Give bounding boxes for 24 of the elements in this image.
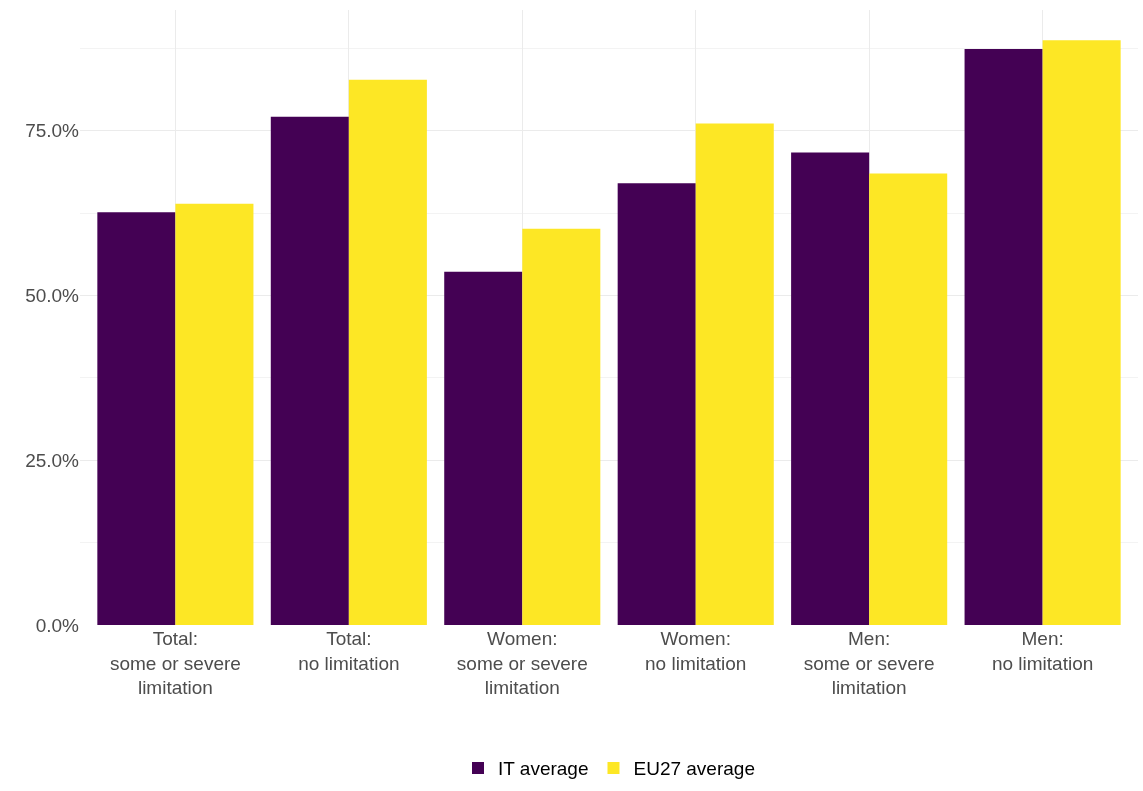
bar [522,228,601,625]
y-tick-label: 0.0% [35,614,80,636]
bar [964,48,1043,625]
legend-label: IT average [498,758,589,780]
x-tick-label: Women: no limitation [645,628,747,674]
legend-label: EU27 average [633,758,755,780]
x-tick-label: Men: some or severe limitation [803,628,935,699]
x-tick-label: Women: some or severe limitation [456,628,588,699]
bar [1042,40,1121,625]
y-tick-label: 75.0% [25,120,80,142]
bar [791,152,870,625]
bar [617,183,696,625]
y-tick-label: 50.0% [25,285,80,307]
bar [175,203,254,625]
bar [444,271,523,625]
x-tick-label: Total: no limitation [298,628,400,674]
bar [97,212,176,625]
bar [348,79,427,625]
x-tick-label: Men: no limitation [991,628,1094,674]
bar [270,116,349,625]
y-tick-label: 25.0% [25,449,80,471]
x-tick-label: Total: some or severe limitation [109,628,241,699]
bar [869,173,948,625]
bar [695,123,774,625]
